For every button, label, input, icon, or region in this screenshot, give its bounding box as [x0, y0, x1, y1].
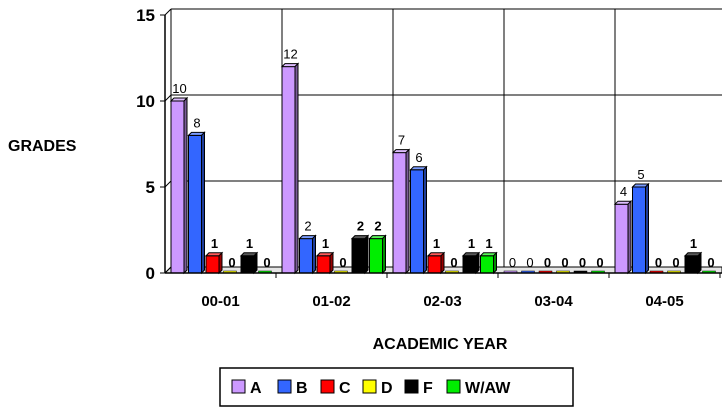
bar-value-label: 4 [620, 184, 627, 199]
bar-f-01-02 [350, 234, 370, 275]
bar-value-label: 10 [172, 81, 186, 96]
y-tick-label: 10 [136, 92, 155, 111]
bar-b-01-02 [298, 234, 317, 275]
legend-label: B [296, 380, 308, 397]
bar-value-label: 6 [415, 150, 422, 165]
bar-value-label: 1 [246, 236, 253, 251]
bar-value-label: 0 [450, 255, 457, 270]
chart-legend: A B C D F W/AW [219, 367, 574, 407]
bar-value-label: 1 [322, 236, 329, 251]
bar-value-label: 0 [339, 255, 346, 270]
gridline-diag [164, 8, 172, 16]
bar-value-label: 2 [374, 219, 381, 234]
bar-value-label: 0 [263, 255, 270, 270]
bar-value-label: 5 [637, 167, 644, 182]
y-axis-title: GRADES [8, 138, 77, 155]
bar-c-02-03 [426, 251, 446, 275]
bar-waw-01-02 [368, 234, 387, 275]
bar-value-label: 0 [526, 255, 533, 270]
bar-value-label: 8 [193, 115, 200, 130]
bar-waw-02-03 [479, 251, 498, 275]
bar-a-00-01 [169, 96, 189, 275]
y-tick-label: 0 [146, 264, 155, 283]
gridline-diag [164, 266, 172, 274]
bar-value-label: 0 [672, 255, 679, 270]
legend-swatch [446, 379, 461, 394]
legend-label: F [423, 380, 433, 397]
bar-value-label: 0 [579, 255, 586, 270]
gridline-diag [164, 180, 172, 188]
x-tick-label: 04-05 [645, 293, 683, 310]
bar-a-01-02 [280, 62, 300, 275]
bar-value-label: 0 [228, 255, 235, 270]
legend-swatch [231, 379, 246, 394]
bar-value-label: 0 [707, 255, 714, 270]
bar-value-label: 1 [468, 236, 475, 251]
y-tick-label: 5 [146, 178, 155, 197]
legend-swatch [320, 379, 335, 394]
bar-value-label: 1 [485, 236, 492, 251]
bar-a-02-03 [391, 148, 411, 275]
legend-swatch [362, 379, 377, 394]
bar-b-04-05 [631, 182, 650, 275]
bar-c-00-01 [204, 251, 224, 275]
bar-value-label: 7 [398, 133, 405, 148]
legend-label: D [381, 380, 393, 397]
legend-label: A [250, 380, 262, 397]
legend-swatch [404, 379, 419, 394]
bar-value-label: 0 [561, 255, 568, 270]
bar-value-label: 1 [433, 236, 440, 251]
bar-value-label: 1 [690, 236, 697, 251]
bar-f-04-05 [683, 251, 703, 275]
x-tick-label: 03-04 [534, 293, 573, 310]
legend-label: W/AW [465, 380, 511, 397]
gridline-diag [164, 94, 172, 102]
bar-b-02-03 [409, 165, 428, 275]
legend-box [219, 367, 574, 407]
x-tick-label: 00-01 [201, 293, 239, 310]
bar-value-label: 2 [304, 219, 311, 234]
legend-swatch [277, 379, 292, 394]
bar-value-label: 12 [283, 47, 297, 62]
bar-f-02-03 [461, 251, 481, 275]
bar-value-label: 1 [211, 236, 218, 251]
bar-value-label: 0 [655, 255, 662, 270]
bar-f-00-01 [239, 251, 259, 275]
bar-b-00-01 [187, 131, 206, 275]
bar-value-label: 0 [596, 255, 603, 270]
x-axis-title: ACADEMIC YEAR [373, 336, 508, 353]
bar-c-01-02 [315, 251, 335, 275]
x-tick-label: 02-03 [423, 293, 461, 310]
bar-value-label: 0 [509, 255, 516, 270]
bar-value-label: 0 [544, 255, 551, 270]
chart-bars [169, 62, 716, 275]
legend-label: C [339, 380, 351, 397]
bar-a-04-05 [613, 199, 633, 275]
x-tick-label: 01-02 [312, 293, 350, 310]
bar-value-label: 2 [357, 219, 364, 234]
y-tick-label: 15 [136, 6, 155, 25]
